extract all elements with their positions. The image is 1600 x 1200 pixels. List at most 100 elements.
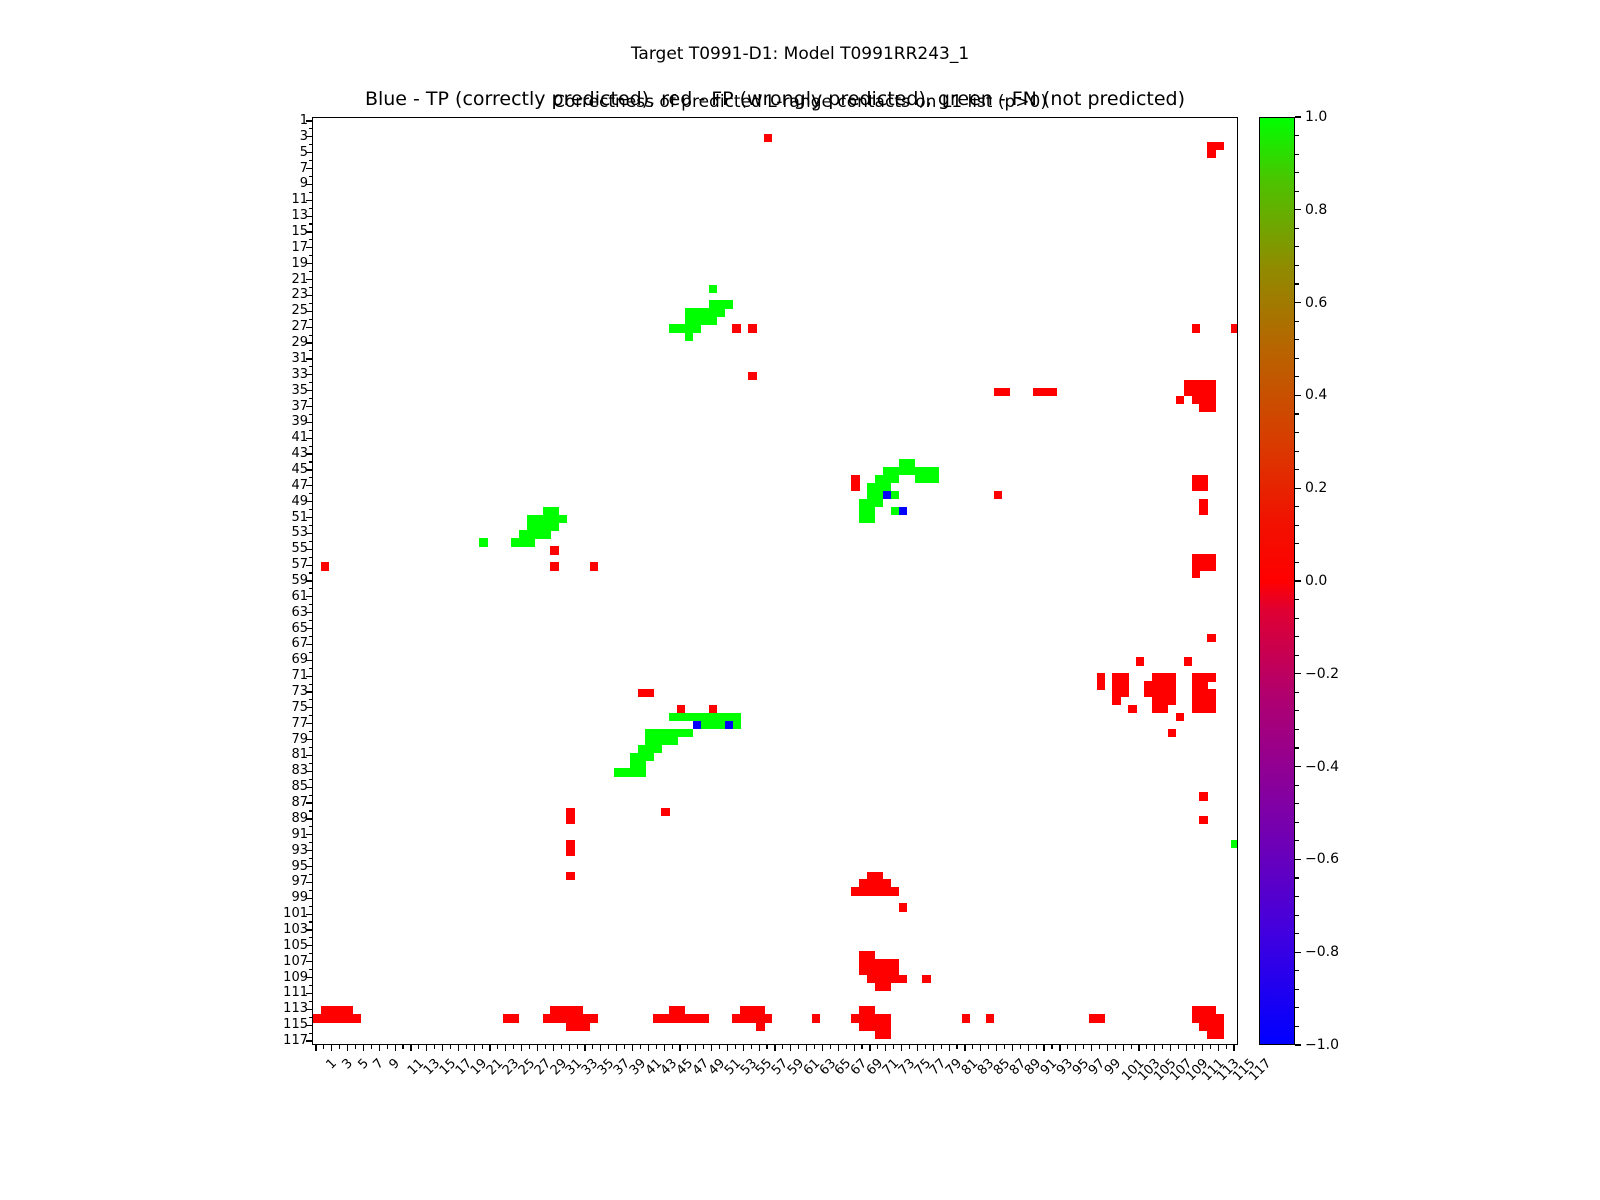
contact-cell-fp — [566, 815, 575, 825]
contact-cell-fn — [708, 300, 718, 309]
contact-cell-fn — [898, 459, 908, 468]
contact-cell-fn — [637, 768, 646, 777]
contact-cell-fp — [985, 1014, 995, 1023]
colorbar-tick-major — [1295, 1044, 1301, 1046]
contact-cell-fp — [1207, 379, 1216, 389]
contact-cell-fp — [859, 1014, 868, 1023]
contact-cell-fp — [700, 1014, 710, 1023]
contact-cell-fn — [906, 466, 915, 476]
contact-cell-fp — [1199, 395, 1208, 404]
contact-cell-fp — [1088, 1014, 1097, 1023]
contact-cell-fn — [708, 712, 718, 722]
y-tick-major — [306, 596, 312, 598]
x-tick-major — [441, 1045, 444, 1051]
contact-cell-fp — [1199, 697, 1208, 706]
x-tick-major — [647, 1045, 649, 1051]
contact-cell-fp — [993, 387, 1002, 397]
y-tick-minor — [308, 493, 312, 495]
x-tick-minor — [750, 1045, 752, 1049]
contact-cell-fp — [1175, 395, 1185, 404]
contact-cell-fp — [1191, 673, 1200, 682]
x-tick-minor — [402, 1045, 404, 1049]
x-tick-minor — [339, 1045, 341, 1049]
contact-cell-fp — [748, 324, 757, 333]
y-tick-minor — [308, 905, 312, 907]
contact-cell-fp — [922, 974, 931, 983]
contact-cell-fp — [882, 1030, 892, 1039]
y-tick-major — [306, 897, 312, 899]
y-tick-minor — [308, 889, 312, 891]
y-tick-minor — [308, 255, 312, 257]
contact-cell-fp — [1207, 704, 1216, 714]
contact-cell-fn — [645, 728, 654, 738]
contact-cell-fp — [1199, 689, 1208, 698]
x-tick-major — [1059, 1045, 1061, 1051]
contact-cell-fp — [859, 966, 868, 976]
contact-cell-fp — [1136, 657, 1145, 666]
x-tick-minor — [813, 1045, 816, 1049]
contact-cell-fp — [1215, 1030, 1224, 1039]
y-tick-label: 35 — [291, 382, 308, 398]
colorbar-tick-major — [1295, 766, 1301, 768]
y-tick-major — [306, 374, 312, 376]
contact-cell-fp — [851, 1014, 860, 1023]
y-tick-major — [306, 691, 312, 693]
colorbar-tick-minor — [1295, 673, 1299, 675]
x-tick-major — [742, 1045, 744, 1051]
contact-cell-fp — [1231, 324, 1237, 333]
contact-cell-fp — [1199, 1022, 1208, 1031]
contact-cell-fp — [684, 1014, 694, 1023]
y-tick-label: 105 — [283, 937, 308, 953]
contact-cell-fn — [914, 466, 923, 476]
contact-cell-fp — [811, 1014, 820, 1023]
contact-cell-fp — [566, 808, 575, 817]
contact-cell-fn — [859, 514, 868, 523]
x-tick-major — [1122, 1045, 1124, 1051]
contact-cell-fp — [1191, 387, 1200, 397]
x-tick-major — [552, 1045, 554, 1051]
contact-cells-layer — [313, 118, 1237, 1044]
colorbar-tick-minor — [1295, 988, 1299, 990]
y-tick-minor — [308, 413, 312, 415]
contact-cell-fp — [859, 950, 868, 960]
contact-cell-fn — [534, 514, 543, 523]
contact-cell-fn — [637, 744, 646, 753]
contact-cell-fn — [653, 736, 662, 746]
y-tick-minor — [308, 620, 312, 622]
x-tick-label: 5 — [355, 1056, 372, 1073]
contact-cell-fn — [629, 760, 638, 769]
x-tick-minor — [639, 1045, 641, 1049]
contact-cell-fp — [1191, 474, 1200, 484]
contact-cell-fn — [653, 744, 662, 753]
contact-cell-fp — [867, 1022, 876, 1031]
x-tick-minor — [988, 1045, 990, 1049]
contact-cell-fn — [700, 712, 710, 722]
y-tick-label: 113 — [283, 1001, 308, 1017]
contact-cell-fp — [732, 324, 741, 333]
x-tick-major — [394, 1045, 396, 1051]
colorbar-tick-minor — [1295, 246, 1299, 248]
y-tick-label: 83 — [291, 763, 308, 779]
contact-cell-fp — [677, 1014, 686, 1023]
contact-cell-fp — [748, 1006, 757, 1015]
y-tick-label: 57 — [291, 557, 308, 573]
contact-cell-fn — [684, 308, 694, 317]
contact-cell-fp — [1191, 697, 1200, 706]
contact-cell-fn — [542, 530, 551, 539]
contact-cell-fn — [653, 728, 662, 738]
contact-cell-fn — [882, 466, 892, 476]
y-tick-label: 91 — [291, 826, 308, 842]
contact-cell-fp — [336, 1014, 346, 1023]
contact-cell-fp — [590, 1014, 599, 1023]
contact-cell-fp — [1183, 379, 1192, 389]
contact-cell-fn — [906, 459, 915, 468]
colorbar-tick-minor — [1295, 376, 1299, 378]
x-tick-minor — [1067, 1045, 1069, 1049]
contact-cell-fp — [669, 1006, 678, 1015]
contact-cell-fp — [328, 1006, 338, 1015]
contact-map-plot[interactable] — [312, 117, 1238, 1045]
contact-cell-fp — [352, 1014, 361, 1023]
y-tick-label: 67 — [291, 636, 308, 652]
y-tick-major — [306, 929, 312, 931]
x-tick-major — [1090, 1045, 1093, 1051]
